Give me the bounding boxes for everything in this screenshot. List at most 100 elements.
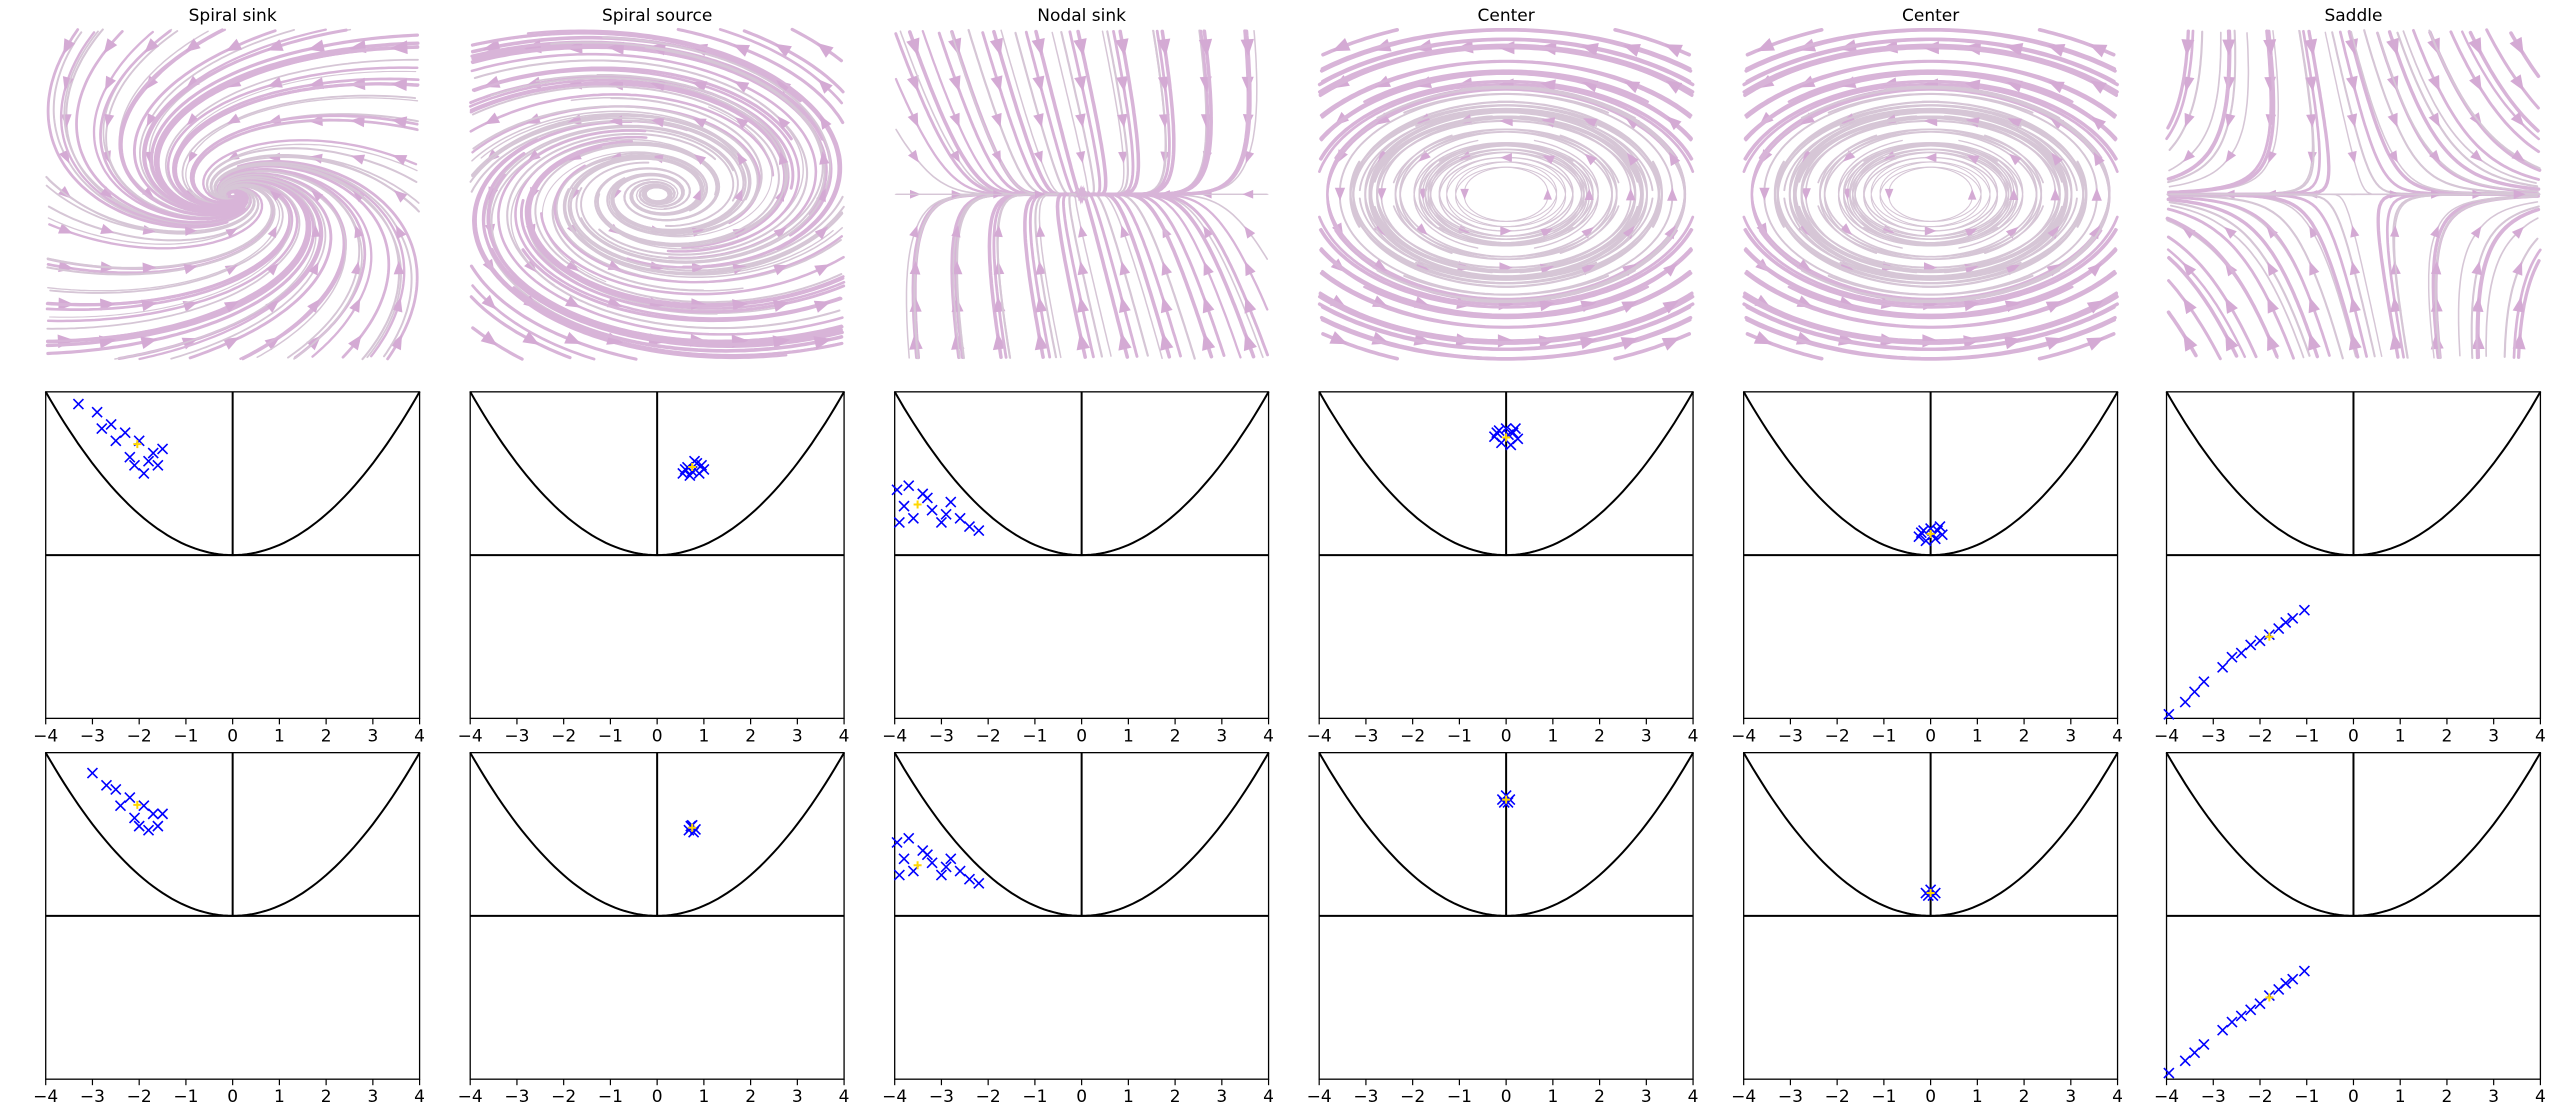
stream-arrow xyxy=(1117,113,1128,128)
x-tick-label: 0 xyxy=(1925,726,1936,746)
sample-point xyxy=(2245,1004,2257,1016)
stream-arrow xyxy=(2348,332,2362,351)
x-tick-label: 4 xyxy=(414,1087,425,1107)
stream-arrow xyxy=(909,260,921,275)
stream-arrow xyxy=(396,225,407,239)
stream-arrow xyxy=(772,335,791,349)
x-tick-label: 3 xyxy=(2065,1087,2076,1107)
stream-arrow xyxy=(1334,187,1346,201)
stream-arrow xyxy=(2511,149,2525,162)
stream-arrow xyxy=(1329,331,1348,345)
streamline xyxy=(514,135,842,320)
stream-arrow xyxy=(1966,155,1980,165)
x-tick-label: 3 xyxy=(1216,1087,1227,1107)
streamline xyxy=(2167,194,2344,360)
x-tick-label: −1 xyxy=(598,726,623,746)
sample-point xyxy=(128,812,141,824)
stream-arrow xyxy=(816,42,834,58)
stream-arrow xyxy=(2429,149,2441,163)
stream-arrow xyxy=(1581,43,1599,56)
true-point xyxy=(688,462,697,471)
streamline xyxy=(2166,193,2383,358)
x-tick-label: −3 xyxy=(1778,726,1803,746)
sample-point xyxy=(898,500,910,512)
true-point xyxy=(133,440,142,449)
x-tick-label: 3 xyxy=(792,1087,803,1107)
streamline xyxy=(1429,156,1583,237)
sample-point xyxy=(907,512,919,524)
streamline xyxy=(149,33,420,212)
stream-arrow xyxy=(1581,226,1594,239)
stream-arrow xyxy=(1118,151,1128,164)
stream-arrow xyxy=(1623,81,1641,94)
sample-point xyxy=(152,820,164,832)
true-point xyxy=(913,861,922,870)
stream-arrow xyxy=(390,40,408,55)
stream-arrow xyxy=(691,81,708,93)
stream-arrow xyxy=(1202,332,1216,351)
stream-arrow xyxy=(1241,76,1254,92)
x-tick-label: 0 xyxy=(1076,726,1087,746)
true-point xyxy=(1926,529,1935,538)
stream-arrow xyxy=(524,259,537,273)
streamline xyxy=(2475,208,2539,360)
stream-arrow xyxy=(349,298,361,313)
stream-arrow xyxy=(2470,149,2483,162)
stream-arrow xyxy=(185,38,201,53)
stream-arrow xyxy=(2309,261,2320,276)
stream-arrow xyxy=(392,155,408,166)
sample-point xyxy=(688,826,700,838)
x-tick-label: 1 xyxy=(2395,726,2406,746)
sample-point xyxy=(935,516,947,529)
sample-point xyxy=(119,427,131,439)
x-tick-label: −4 xyxy=(33,1087,58,1107)
x-tick-label: −2 xyxy=(1825,726,1850,746)
streamline xyxy=(2170,204,2305,359)
stream-arrow xyxy=(990,75,1003,92)
stream-arrow xyxy=(733,81,750,93)
stream-arrow xyxy=(59,149,70,164)
x-tick-label: 3 xyxy=(1216,726,1227,746)
x-tick-label: 1 xyxy=(274,1087,285,1107)
stream-arrow xyxy=(1843,150,1856,162)
sample-point xyxy=(114,800,127,812)
stream-arrow xyxy=(311,190,324,202)
stream-arrow xyxy=(144,38,159,53)
stream-arrow xyxy=(2005,226,2019,239)
true-point xyxy=(1502,795,1511,804)
streamline xyxy=(2402,30,2537,184)
streamline xyxy=(1743,227,2117,309)
streamline xyxy=(1854,151,2008,232)
stream-arrow xyxy=(2268,150,2277,164)
stream-arrow xyxy=(1801,188,1811,201)
stream-arrow xyxy=(1032,75,1045,92)
x-tick-label: −2 xyxy=(127,726,152,746)
stream-arrow xyxy=(2510,74,2524,91)
stream-arrow xyxy=(1584,153,1597,166)
streamline xyxy=(2168,32,2250,188)
stream-arrow xyxy=(1075,151,1086,164)
streamline xyxy=(1745,302,2119,351)
stream-arrow xyxy=(1666,116,1682,131)
stream-arrow xyxy=(1203,261,1214,276)
x-tick-label: −1 xyxy=(1447,1087,1472,1107)
stream-arrow xyxy=(733,44,750,57)
sample-point xyxy=(2179,696,2191,708)
stream-arrow xyxy=(1073,38,1087,56)
streamline xyxy=(1363,248,1693,320)
sample-point xyxy=(2235,1010,2247,1022)
streamline xyxy=(2166,235,2258,359)
sample-point xyxy=(110,783,122,795)
column-title: Center xyxy=(1478,6,1535,26)
stream-arrow xyxy=(991,150,1001,163)
sample-point xyxy=(973,877,985,889)
x-tick-label: 3 xyxy=(1641,726,1652,746)
stream-arrow xyxy=(2346,113,2358,128)
sample-point xyxy=(110,435,122,447)
stream-arrow xyxy=(991,112,1002,128)
stream-arrow xyxy=(2225,113,2236,128)
stream-arrow xyxy=(2513,189,2526,199)
sample-point xyxy=(954,865,966,877)
stream-arrow xyxy=(1118,332,1132,351)
stream-arrow xyxy=(184,187,196,198)
